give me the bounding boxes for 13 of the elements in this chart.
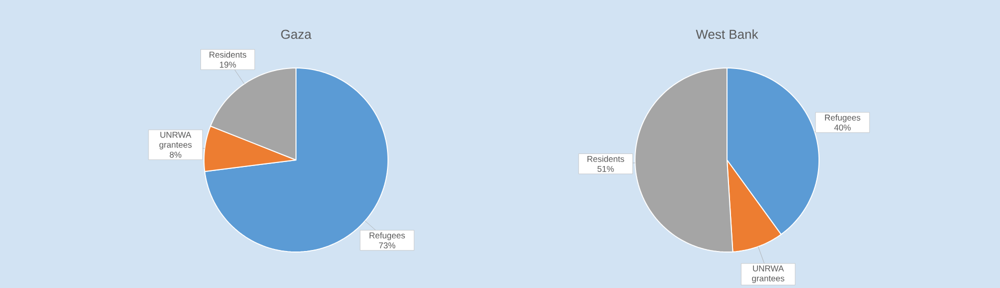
slice-label: Residents — [210, 51, 246, 58]
slice-label: UNRWA grantees — [159, 132, 192, 150]
slice-label: Residents — [587, 156, 624, 162]
data-label: 40% — [834, 124, 851, 131]
data-label: 51% — [598, 166, 614, 172]
data-label: 8% — [170, 152, 182, 158]
slice-label: Refugees — [825, 114, 860, 122]
data-label: 73% — [379, 242, 396, 248]
chart-title: Gaza — [281, 30, 312, 39]
data-label: 19% — [220, 62, 236, 68]
slice-label: UNRWA grantees — [752, 265, 784, 284]
slice-label: Refugees — [370, 232, 405, 240]
chart-title: West Bank — [696, 29, 758, 39]
